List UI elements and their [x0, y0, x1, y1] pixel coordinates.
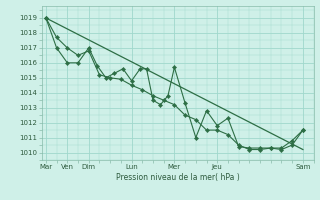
X-axis label: Pression niveau de la mer( hPa ): Pression niveau de la mer( hPa ): [116, 173, 239, 182]
